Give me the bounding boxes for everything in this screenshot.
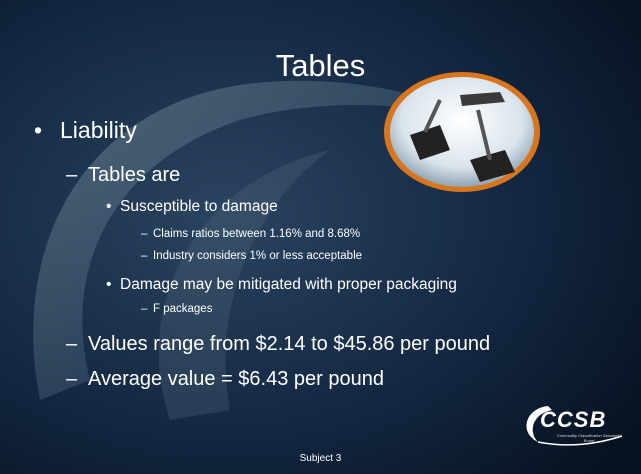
bullet: Average value = $6.43 per pound [66, 368, 384, 391]
bullet-text: Claims ratios between 1.16% and 8.68% [153, 228, 360, 240]
slide: Tables Liability Tables are Susceptible … [0, 0, 641, 474]
bullet: Claims ratios between 1.16% and 8.68% [141, 228, 360, 240]
bullet: Values range from $2.14 to $45.86 per po… [66, 333, 490, 356]
bullet-text: Tables are [88, 164, 180, 186]
slide-title: Tables [0, 48, 641, 84]
bullet-text: Damage may be mitigated with proper pack… [120, 276, 457, 293]
bullet: Tables are [66, 164, 180, 187]
bullet-text: Liability [60, 117, 137, 143]
bullet-text: Susceptible to damage [120, 198, 278, 215]
bullet-text: Values range from $2.14 to $45.86 per po… [88, 333, 490, 355]
bullet: Damage may be mitigated with proper pack… [106, 276, 457, 294]
bullet: Susceptible to damage [106, 198, 278, 216]
bullet-text: F packages [153, 303, 212, 315]
footer: Subject 3 [0, 453, 641, 464]
bullet: Liability [34, 117, 137, 144]
bullet: F packages [141, 303, 212, 315]
bullet: Industry considers 1% or less acceptable [141, 250, 362, 262]
bullet-text: Average value = $6.43 per pound [88, 368, 384, 390]
logo-tagline: Commodity Classification Standards Board [556, 433, 622, 443]
logo-text: CCSB [540, 407, 606, 433]
bullet-text: Industry considers 1% or less acceptable [153, 250, 362, 262]
